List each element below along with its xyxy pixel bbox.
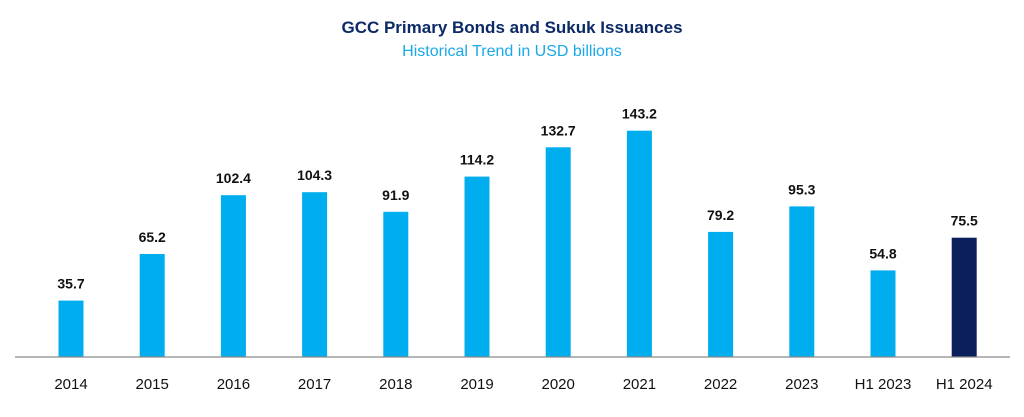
x-tick-2017: 2017: [298, 376, 331, 393]
data-label-h1-2023: 54.8: [869, 245, 896, 261]
data-label-2022: 79.2: [707, 207, 734, 223]
data-label-2016: 102.4: [216, 170, 251, 186]
x-tick-2014: 2014: [54, 376, 87, 393]
data-label-2020: 132.7: [541, 122, 576, 138]
bar-2018: [383, 211, 409, 357]
bar-2022: [708, 231, 734, 357]
x-tick-h1-2024: H1 2024: [936, 376, 993, 393]
x-tick-h1-2023: H1 2023: [855, 376, 912, 393]
bar-h1-2023: [870, 270, 896, 357]
bar-2019: [464, 176, 490, 357]
bar-2021: [626, 130, 652, 357]
data-label-2019: 114.2: [460, 152, 494, 168]
data-label-h1-2024: 75.5: [951, 213, 978, 229]
bar-2016: [220, 195, 246, 357]
x-tick-2021: 2021: [623, 376, 656, 393]
data-label-2014: 35.7: [57, 276, 84, 292]
data-label-2021: 143.2: [622, 106, 657, 122]
x-tick-2019: 2019: [460, 376, 493, 393]
bar-2023: [789, 206, 815, 357]
x-tick-2022: 2022: [704, 376, 737, 393]
x-tick-2023: 2023: [785, 376, 818, 393]
chart-subtitle: Historical Trend in USD billions: [402, 43, 622, 60]
chart-title: GCC Primary Bonds and Sukuk Issuances: [341, 18, 683, 37]
data-label-2017: 104.3: [297, 167, 332, 183]
bar-h1-2024: [951, 237, 977, 357]
bar-2020: [545, 147, 571, 357]
data-label-2018: 91.9: [382, 187, 409, 203]
x-tick-2016: 2016: [217, 376, 250, 393]
bar-2015: [139, 254, 165, 357]
data-label-2015: 65.2: [139, 229, 166, 245]
bar-2017: [302, 192, 328, 357]
bar-2014: [58, 300, 84, 357]
data-label-2023: 95.3: [788, 181, 815, 197]
x-tick-2015: 2015: [136, 376, 169, 393]
x-tick-2020: 2020: [542, 376, 575, 393]
x-tick-2018: 2018: [379, 376, 412, 393]
